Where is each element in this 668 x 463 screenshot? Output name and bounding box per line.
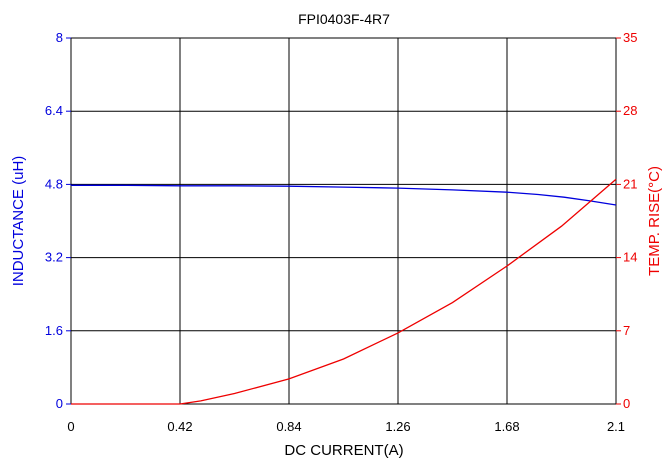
y-right-tick-label: 14 bbox=[623, 250, 637, 265]
y-right-tick-label: 7 bbox=[623, 323, 630, 338]
temp-rise-line bbox=[71, 178, 617, 405]
y-axis-right-ticks: 0 7 14 21 28 35 bbox=[616, 30, 637, 411]
y-left-tick-label: 6.4 bbox=[45, 103, 63, 118]
chart-title: FPI0403F-4R7 bbox=[298, 11, 390, 27]
y-right-tick-label: 35 bbox=[623, 30, 637, 45]
x-tick-label: 0 bbox=[67, 419, 74, 434]
y-axis-right-label: TEMP. RISE(°C) bbox=[646, 166, 663, 276]
x-tick-label: 0.84 bbox=[276, 419, 301, 434]
y-right-tick-label: 0 bbox=[623, 396, 630, 411]
y-axis-left-label: INDUCTANCE (uH) bbox=[10, 156, 27, 287]
y-axis-left-ticks: 0 1.6 3.2 4.8 6.4 8 bbox=[45, 30, 71, 411]
x-axis-ticks: 0 0.42 0.84 1.26 1.68 2.1 bbox=[67, 419, 625, 434]
series-lines bbox=[71, 178, 617, 405]
x-tick-label: 2.1 bbox=[607, 419, 625, 434]
y-left-tick-label: 4.8 bbox=[45, 176, 63, 191]
y-left-tick-label: 3.2 bbox=[45, 250, 63, 265]
x-tick-label: 1.26 bbox=[385, 419, 410, 434]
grid bbox=[70, 37, 617, 405]
x-tick-label: 0.42 bbox=[167, 419, 192, 434]
y-left-tick-label: 0 bbox=[56, 396, 63, 411]
y-right-tick-label: 21 bbox=[623, 176, 637, 191]
x-axis-label: DC CURRENT(A) bbox=[284, 442, 403, 459]
plot-frame bbox=[70, 37, 617, 405]
y-left-tick-label: 1.6 bbox=[45, 323, 63, 338]
inductance-line bbox=[71, 184, 617, 206]
y-left-tick-label: 8 bbox=[56, 30, 63, 45]
x-tick-label: 1.68 bbox=[494, 419, 519, 434]
y-right-tick-label: 28 bbox=[623, 103, 637, 118]
